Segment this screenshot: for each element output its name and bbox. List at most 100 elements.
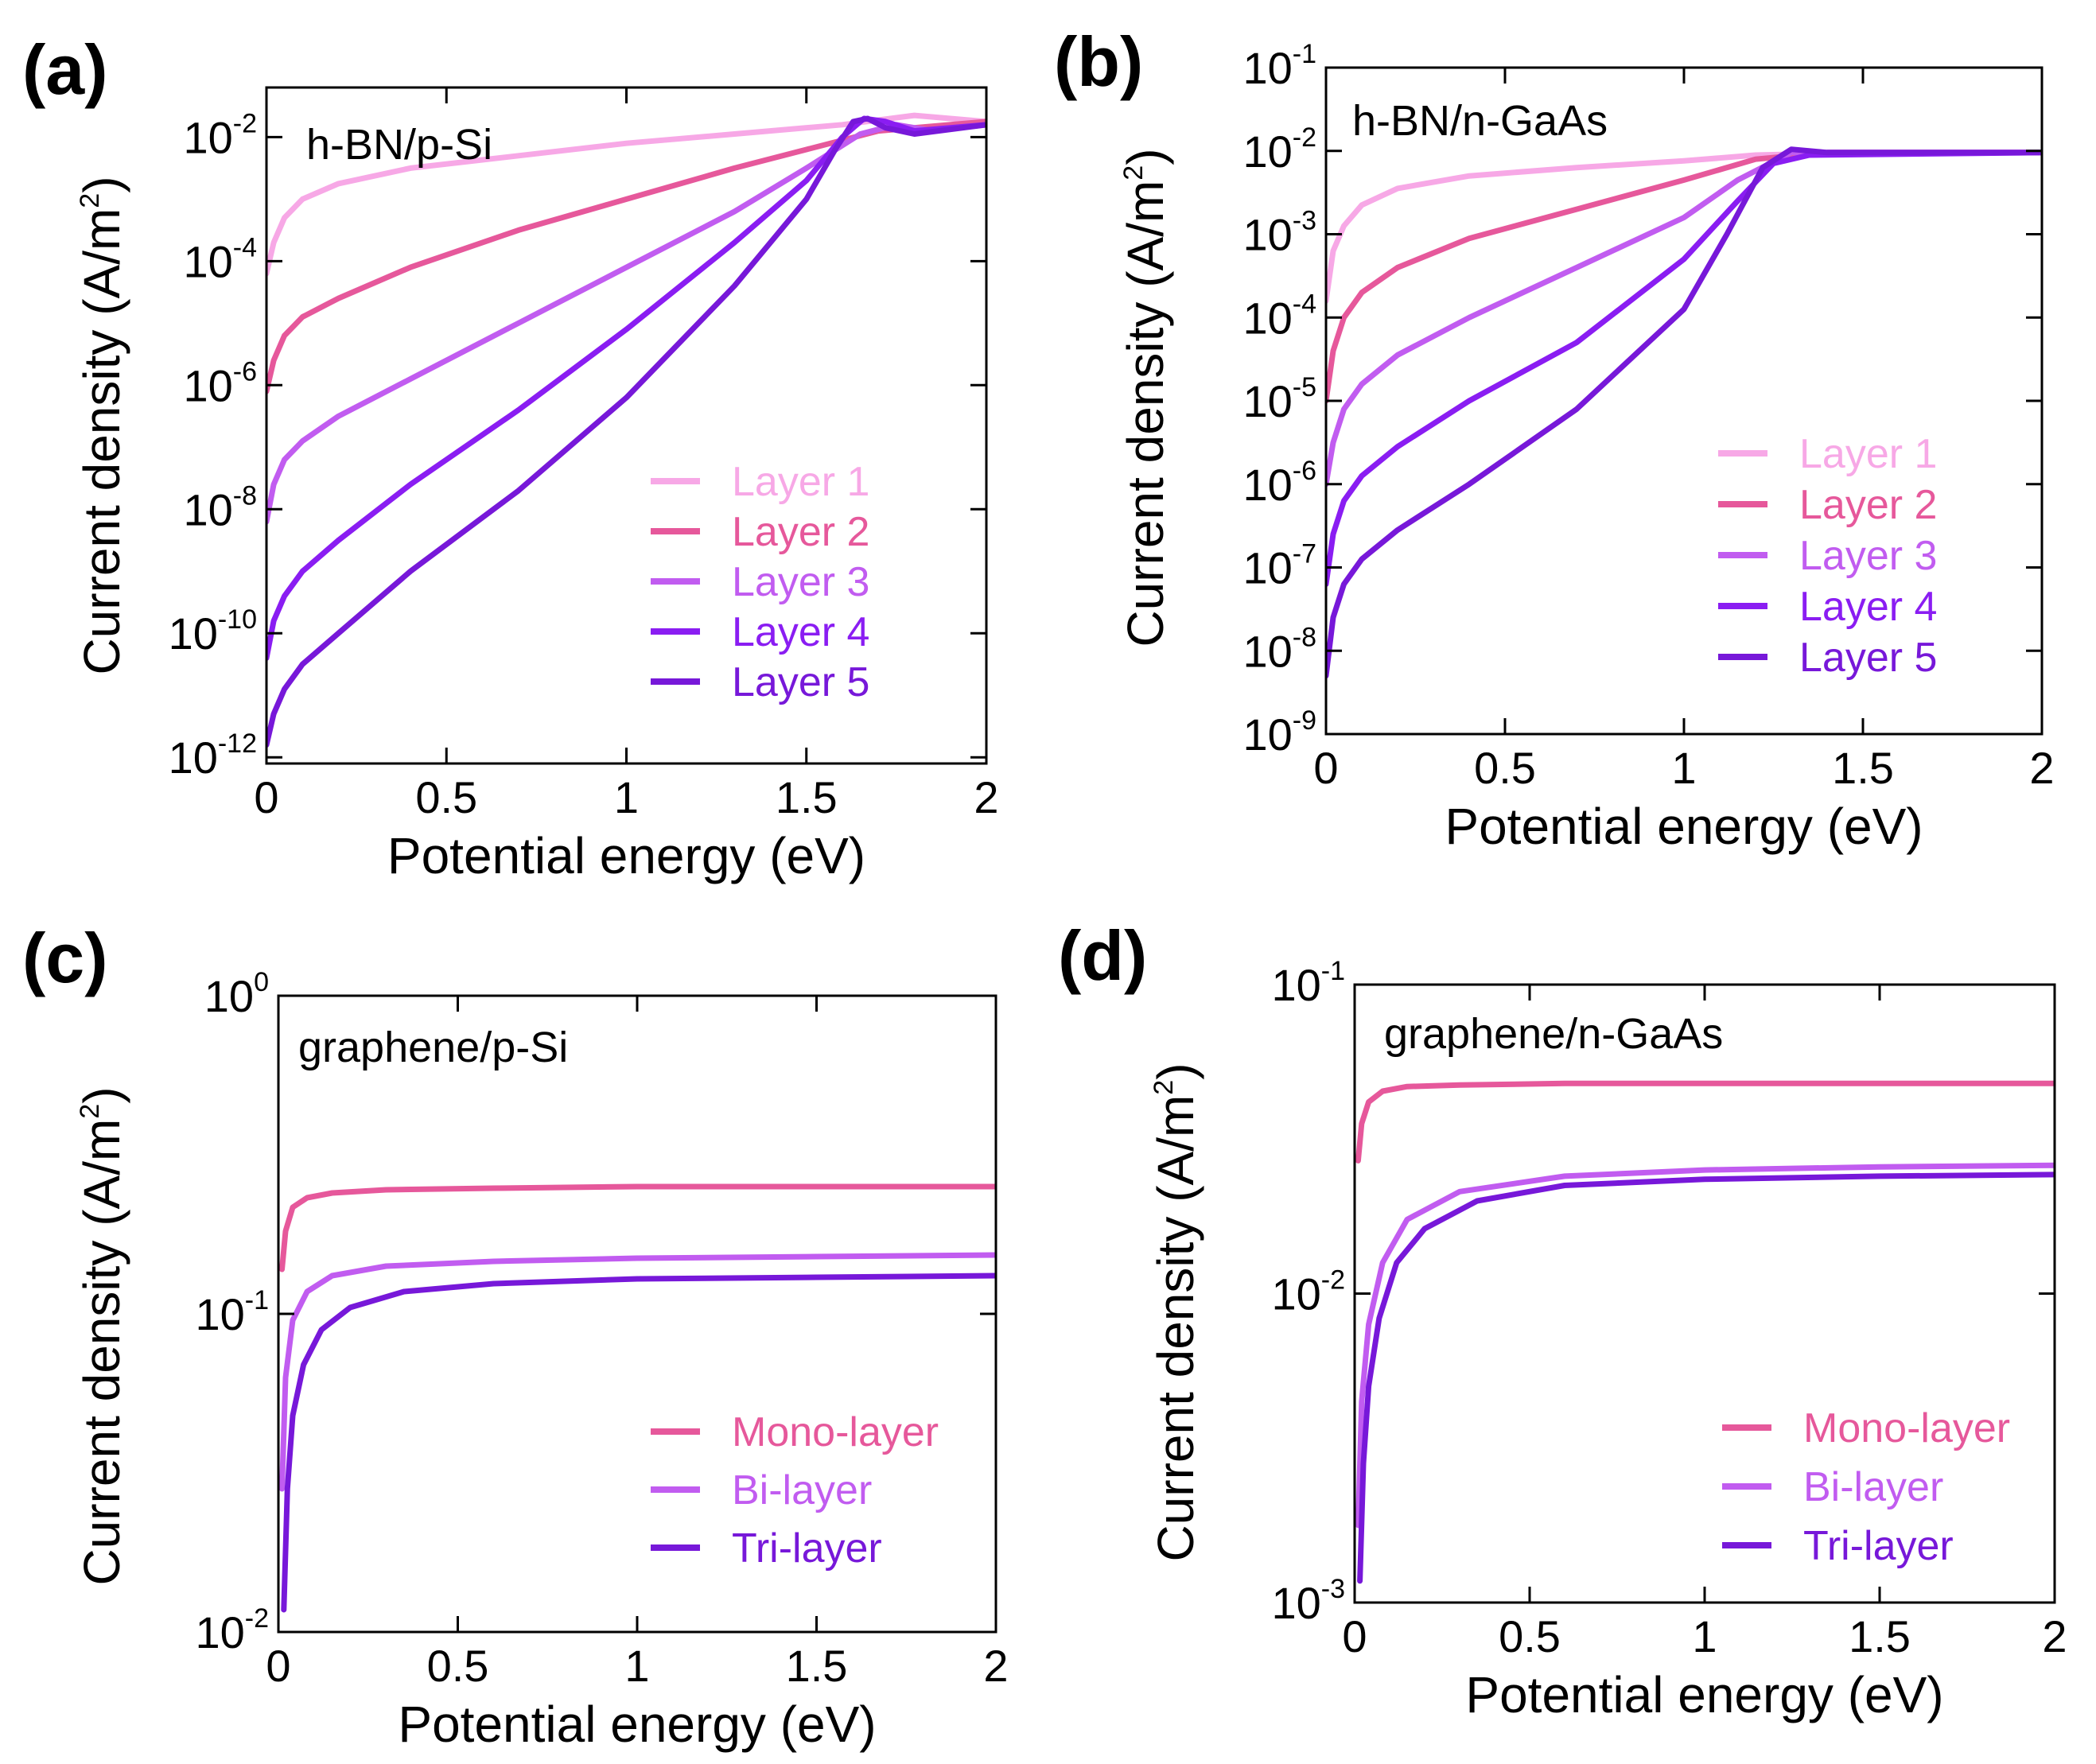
x-tick-label: 0.5 — [415, 772, 477, 822]
y-tick-base: 10 — [1242, 626, 1292, 676]
y-tick-base: 10 — [204, 971, 254, 1021]
y-tick-label: 10-3 — [1242, 206, 1316, 260]
y-tick-exp: -5 — [1293, 372, 1316, 402]
series-line-mono-layer — [1355, 1080, 2055, 1164]
y-tick-base: 10 — [1242, 293, 1292, 343]
y-tick-base: 10 — [195, 1607, 244, 1657]
plot-frame — [265, 86, 988, 765]
legend-label: Bi-layer — [1803, 1464, 1943, 1510]
y-tick-base: 10 — [1242, 460, 1292, 510]
panel-label: (c) — [22, 919, 108, 997]
series-line-layer-4 — [266, 115, 986, 661]
y-tick-base: 10 — [1242, 376, 1292, 426]
y-tick-label: 10-10 — [169, 604, 257, 659]
y-tick-label: 10-5 — [1242, 372, 1316, 426]
y-tick-base: 10 — [195, 1289, 244, 1339]
series-line-mono-layer — [279, 1183, 996, 1272]
x-tick-label: 0.5 — [1474, 743, 1536, 793]
x-tick-label: 2 — [983, 1641, 1008, 1691]
y-tick-label: 10-8 — [1242, 622, 1316, 676]
series-line-layer-2 — [1326, 150, 2042, 404]
y-axis-label: Current density (A/m2) — [73, 176, 130, 674]
y-tick-base: 10 — [1242, 126, 1292, 177]
y-axis-label-end: ) — [73, 176, 130, 192]
y-tick-exp: -9 — [1293, 705, 1316, 736]
series-line-tri-layer — [281, 1272, 996, 1613]
y-tick-label: 10-2 — [1242, 122, 1316, 177]
panel-annotation: graphene/p-Si — [298, 1024, 568, 1071]
plot-frame — [277, 994, 997, 1634]
x-tick-label: 1 — [1692, 1611, 1717, 1661]
series-line-bi-layer — [1355, 1162, 2055, 1529]
y-axis-label-text: Current density (A/m — [73, 1119, 130, 1586]
y-tick-label: 10-4 — [183, 232, 257, 286]
y-tick-base: 10 — [1242, 709, 1292, 760]
series-line-layer-1 — [1326, 150, 2042, 304]
series-line-layer-5 — [266, 115, 986, 748]
y-tick-label: 10-7 — [1242, 539, 1316, 593]
y-tick-exp: -6 — [233, 356, 257, 387]
y-tick-exp: -6 — [1293, 456, 1316, 486]
y-tick-exp: -12 — [218, 729, 257, 759]
y-tick-exp: -7 — [1293, 539, 1316, 569]
y-tick-base: 10 — [1271, 1578, 1320, 1628]
y-tick-exp: -1 — [1321, 956, 1345, 986]
series-line-layer-4 — [1326, 150, 2042, 587]
y-tick-label: 10-9 — [1242, 705, 1316, 760]
x-tick-label: 0 — [266, 1641, 290, 1691]
legend-label: Layer 5 — [732, 659, 869, 705]
y-axis-label-text: Current density (A/m — [73, 208, 130, 675]
y-tick-exp: -1 — [245, 1285, 269, 1315]
y-tick-label: 10-2 — [183, 108, 257, 162]
y-axis-label-sup: 2 — [75, 193, 105, 208]
y-tick-exp: -3 — [1321, 1574, 1345, 1604]
y-tick-base: 10 — [1271, 1269, 1320, 1319]
x-tick-label: 2 — [2042, 1611, 2067, 1661]
y-tick-base: 10 — [1271, 960, 1320, 1010]
y-tick-label: 10-2 — [1271, 1265, 1345, 1319]
y-tick-exp: -4 — [233, 232, 257, 262]
y-tick-exp: -3 — [1293, 206, 1316, 236]
series-line-layer-5 — [1326, 146, 2042, 679]
y-axis-label-sup: 2 — [75, 1104, 105, 1119]
legend-label: Tri-layer — [1803, 1523, 1954, 1569]
y-tick-label: 10-6 — [183, 356, 257, 410]
y-tick-base: 10 — [183, 112, 232, 162]
y-tick-base: 10 — [1242, 43, 1292, 93]
y-tick-label: 10-1 — [1271, 956, 1345, 1010]
x-tick-label: 1 — [614, 772, 639, 822]
chart-panel-1: (a)0 0.5 1 1.5 210-1210-1010-810-610-410-2Po… — [22, 30, 999, 884]
legend-label: Layer 2 — [732, 509, 869, 555]
legend-label: Layer 3 — [732, 559, 869, 605]
y-tick-exp: 0 — [254, 967, 269, 997]
y-tick-label: 10-12 — [169, 729, 257, 783]
y-tick-base: 10 — [183, 360, 232, 410]
y-axis-label: Current density (A/m2) — [1117, 148, 1174, 647]
y-tick-exp: -2 — [245, 1603, 269, 1634]
panel-annotation: h-BN/p-Si — [306, 121, 492, 169]
y-tick-base: 10 — [1242, 210, 1292, 260]
x-tick-label: 1.5 — [1849, 1611, 1911, 1661]
x-tick-label: 2 — [974, 772, 998, 822]
series-line-layer-2 — [266, 119, 986, 394]
panel-annotation: h-BN/n-GaAs — [1352, 97, 1608, 145]
y-tick-base: 10 — [183, 484, 232, 534]
y-tick-label: 100 — [204, 967, 269, 1021]
legend-label: Layer 5 — [1799, 635, 1937, 681]
legend-label: Layer 1 — [732, 459, 869, 505]
x-tick-label: 0 — [1313, 743, 1338, 793]
y-axis-label: Current density (A/m2) — [1147, 1063, 1204, 1561]
y-axis-label-sup: 2 — [1118, 165, 1149, 181]
y-tick-exp: -10 — [218, 604, 257, 635]
series-line-tri-layer — [1357, 1171, 2055, 1584]
series-line-bi-layer — [279, 1252, 996, 1492]
x-axis-label: Potential energy (eV) — [1465, 1666, 1943, 1723]
panel-annotation: graphene/n-GaAs — [1384, 1010, 1723, 1058]
x-tick-label: 0.5 — [1499, 1611, 1561, 1661]
x-tick-label: 0.5 — [427, 1641, 489, 1691]
legend-label: Layer 4 — [1799, 584, 1937, 630]
x-tick-label: 1.5 — [776, 772, 838, 822]
y-tick-label: 10-1 — [195, 1285, 269, 1339]
